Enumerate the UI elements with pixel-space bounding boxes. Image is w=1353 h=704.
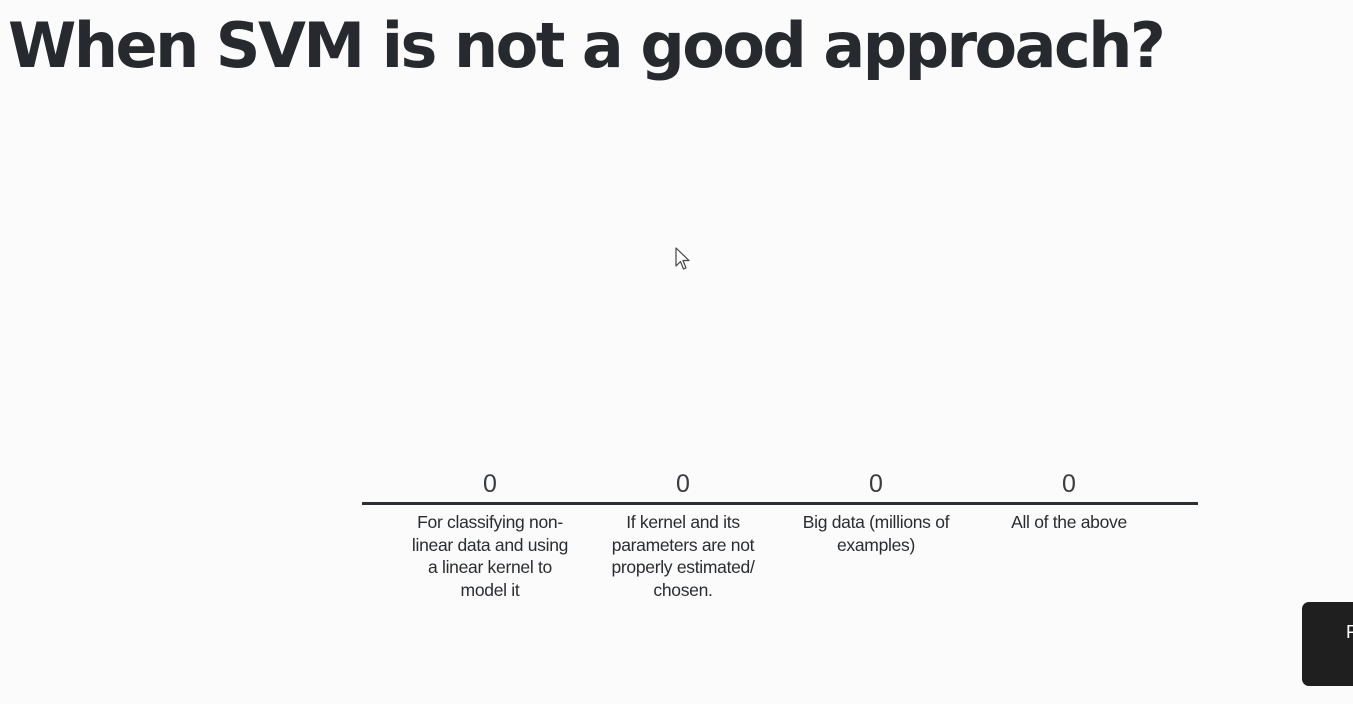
poll-option-count: 0 [676, 470, 690, 498]
slide-title: When SVM is not a good approach? [8, 9, 1166, 82]
poll-option-count: 0 [869, 470, 883, 498]
poll-option-label: If kernel and its parameters are not pro… [611, 512, 755, 600]
poll-option: 0 If kernel and its parameters are not p… [603, 462, 763, 601]
chart-baseline [362, 502, 1198, 505]
poll-option-count: 0 [1062, 470, 1076, 498]
poll-option: 0 Big data (millions of examples) [796, 462, 956, 556]
overlay-button-label: F [1346, 622, 1353, 642]
overlay-button[interactable]: F [1302, 602, 1353, 686]
poll-option-label: For classifying non-linear data and usin… [411, 512, 569, 600]
poll-option-count: 0 [483, 470, 497, 498]
poll-option-label: Big data (millions of examples) [802, 512, 950, 555]
poll-option: 0 All of the above [989, 462, 1149, 534]
mouse-cursor-icon [675, 247, 690, 270]
poll-option: 0 For classifying non-linear data and us… [410, 462, 570, 601]
poll-results-chart: 0 For classifying non-linear data and us… [362, 462, 1198, 662]
poll-option-label: All of the above [1011, 512, 1127, 532]
